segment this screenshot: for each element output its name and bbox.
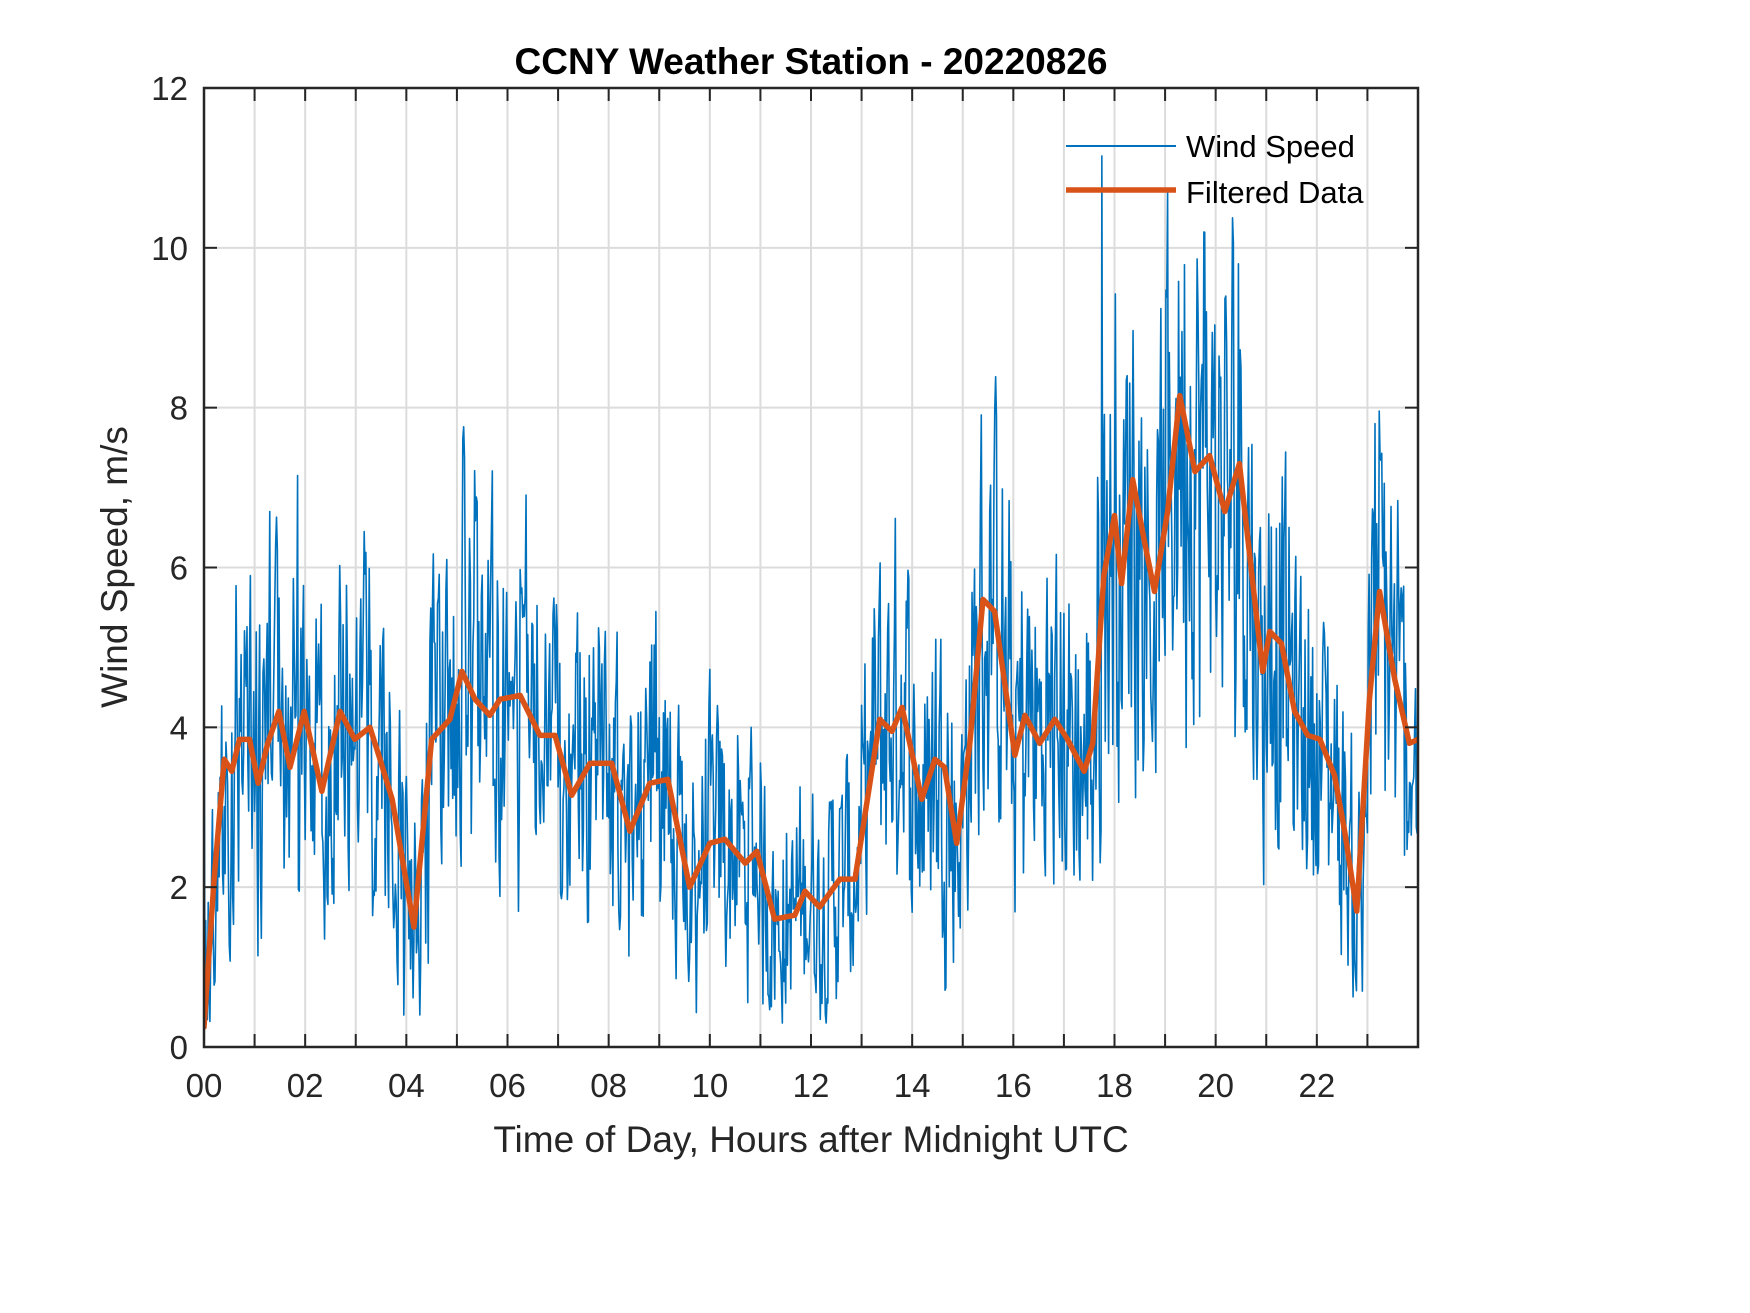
x-tick-label: 12 — [793, 1067, 830, 1104]
legend: Wind Speed Filtered Data — [1066, 129, 1364, 210]
x-tick-label: 00 — [186, 1067, 223, 1104]
axis-ticks — [204, 87, 1418, 1048]
y-tick-label: 6 — [170, 550, 188, 587]
chart-title: CCNY Weather Station - 20220826 — [515, 41, 1108, 82]
x-tick-label: 14 — [894, 1067, 931, 1104]
y-tick-label: 2 — [170, 869, 188, 906]
y-tick-labels: 0 2 4 6 8 10 12 — [151, 70, 188, 1066]
x-tick-label: 18 — [1096, 1067, 1133, 1104]
x-tick-labels: 00 02 04 06 08 10 12 14 16 18 20 22 — [186, 1067, 1336, 1104]
x-tick-label: 06 — [489, 1067, 526, 1104]
legend-label-filtered-data: Filtered Data — [1186, 175, 1364, 210]
y-tick-label: 4 — [170, 709, 188, 746]
y-tick-label: 10 — [151, 230, 188, 267]
x-tick-label: 16 — [995, 1067, 1032, 1104]
y-tick-label: 8 — [170, 390, 188, 427]
x-tick-label: 08 — [590, 1067, 627, 1104]
series-filtered-data-line — [204, 392, 1418, 1030]
x-tick-label: 02 — [287, 1067, 324, 1104]
x-tick-label: 10 — [691, 1067, 728, 1104]
y-tick-label: 12 — [151, 70, 188, 107]
x-tick-label: 22 — [1298, 1067, 1335, 1104]
x-tick-label: 04 — [388, 1067, 425, 1104]
y-tick-label: 0 — [170, 1029, 188, 1066]
x-tick-label: 20 — [1197, 1067, 1234, 1104]
x-axis-label: Time of Day, Hours after Midnight UTC — [493, 1119, 1128, 1160]
y-axis-label: Wind Speed, m/s — [94, 426, 135, 708]
legend-label-wind-speed: Wind Speed — [1186, 129, 1355, 164]
